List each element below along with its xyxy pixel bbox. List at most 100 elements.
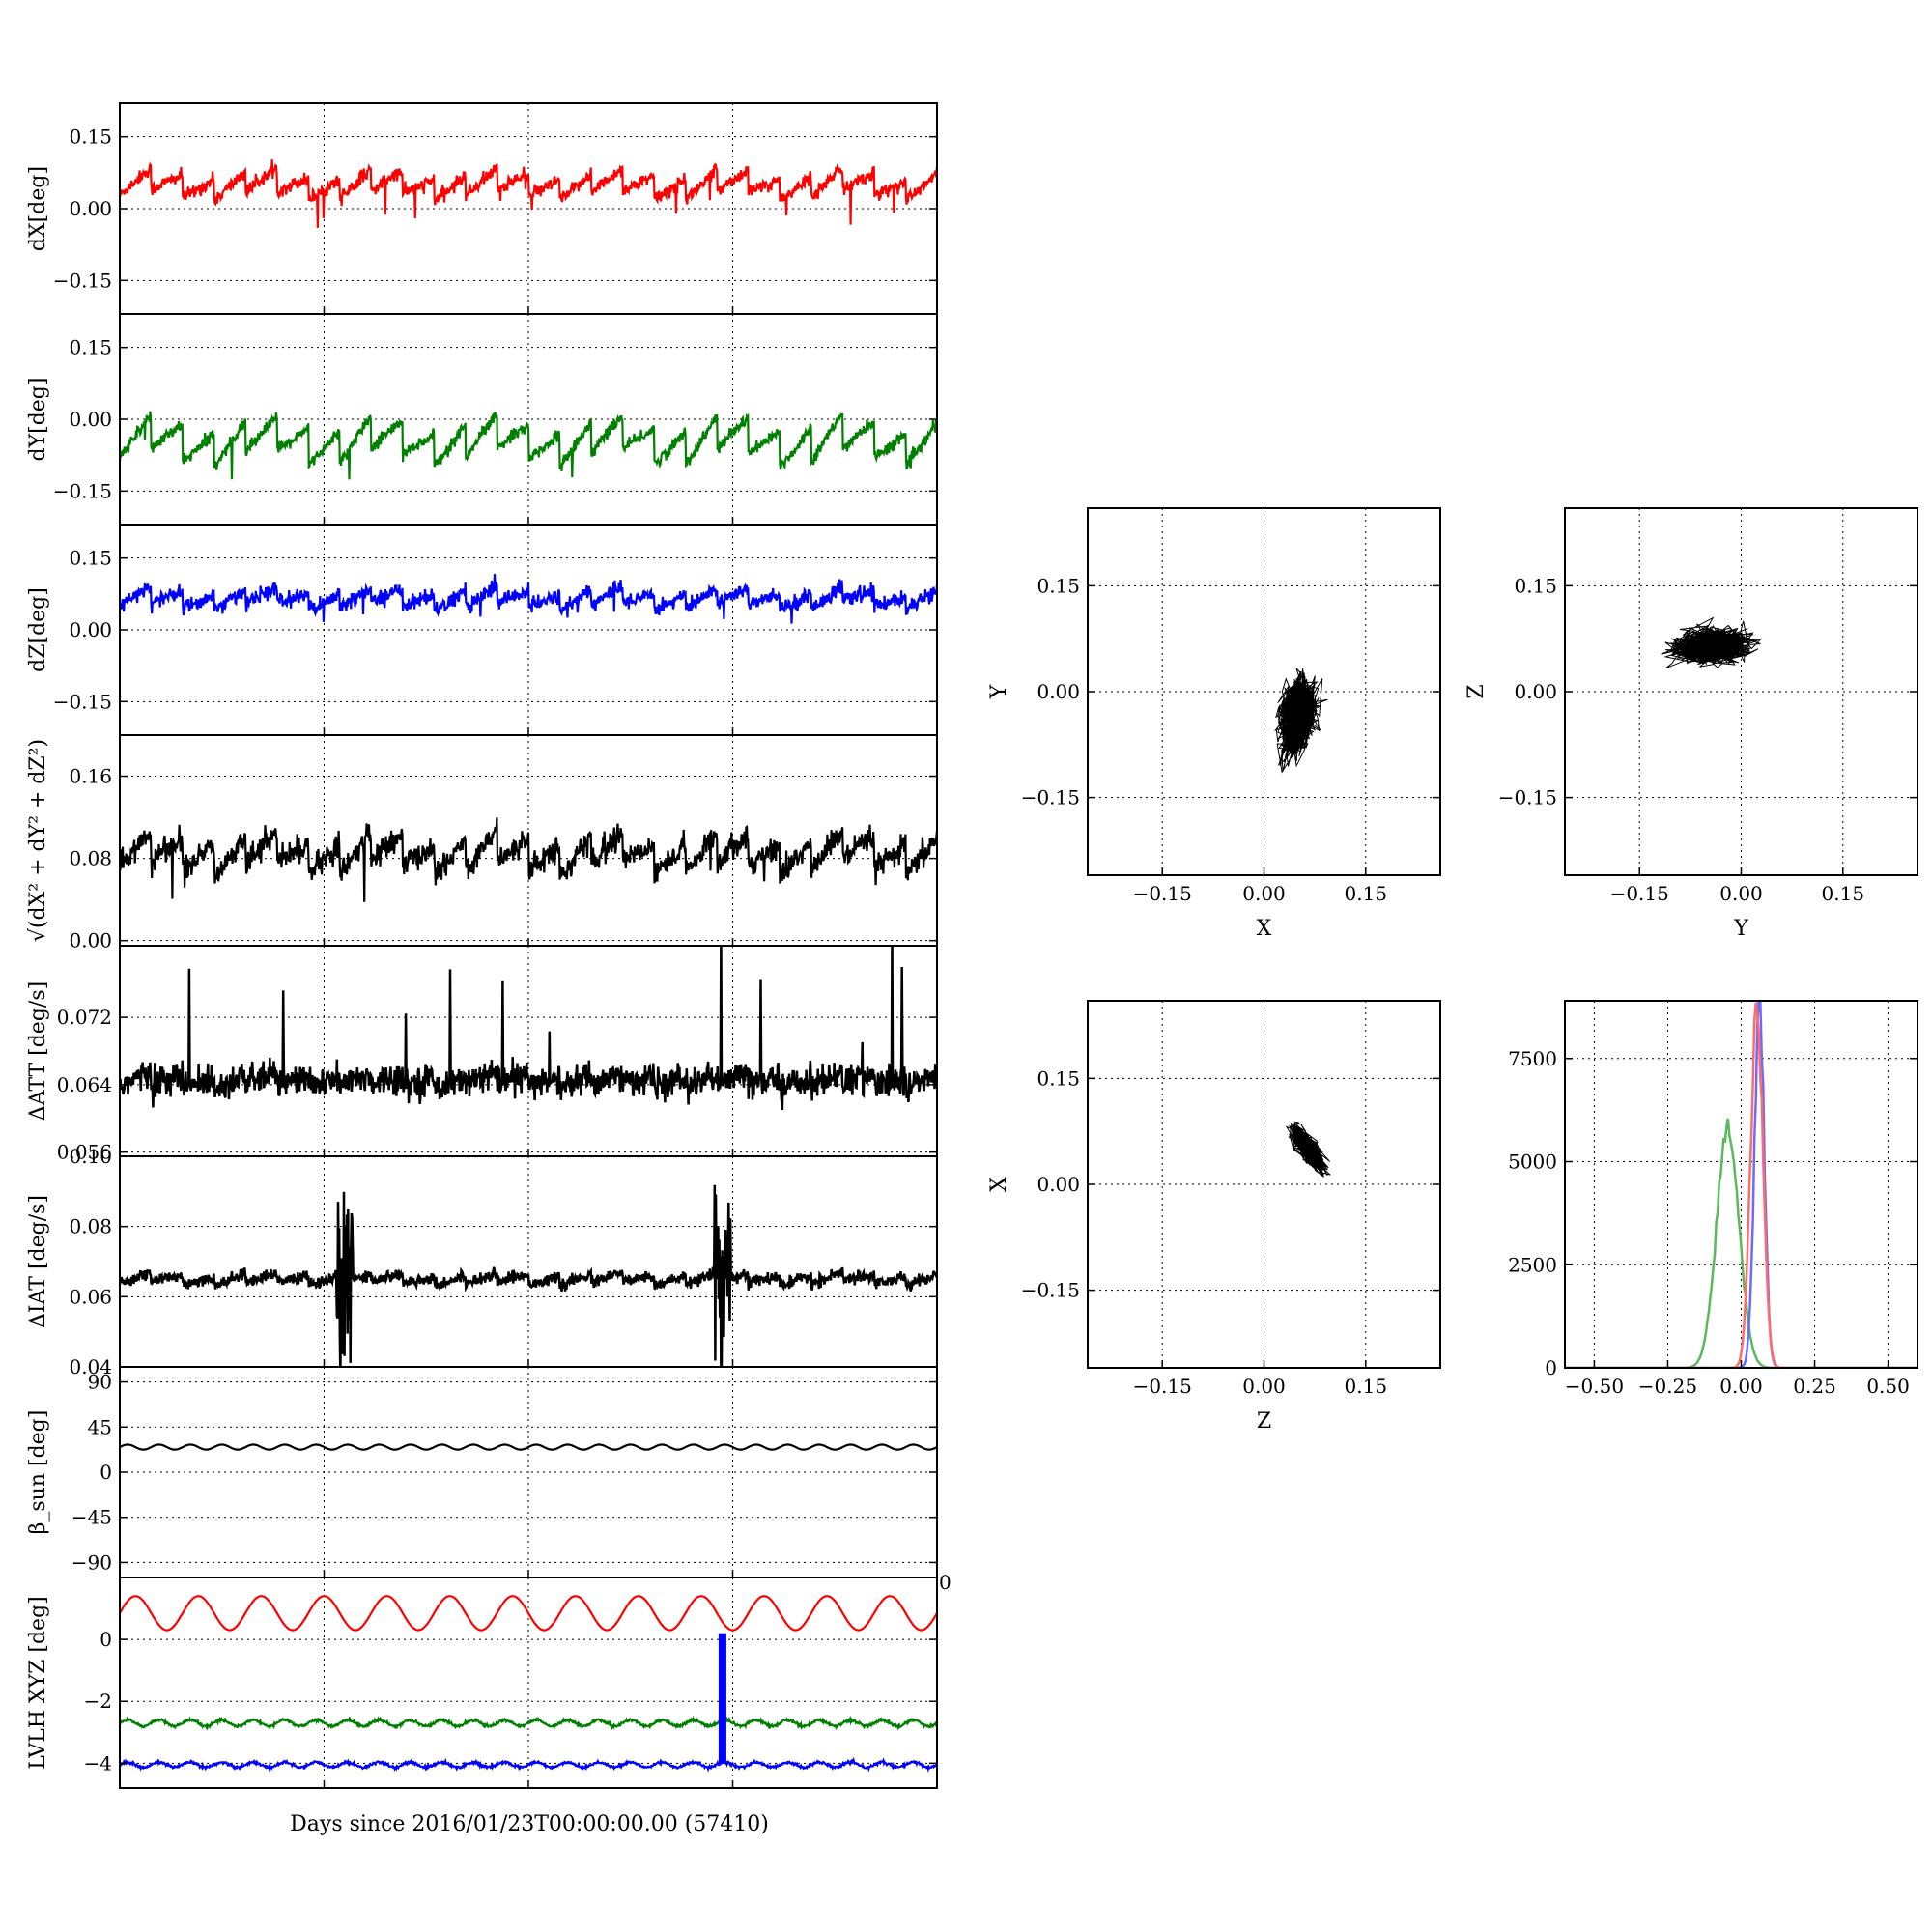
- ytick-label: 0.08: [69, 1215, 112, 1238]
- ylabel-scatter-xy: Y: [987, 684, 1011, 699]
- ytick-label: −0.15: [1021, 1279, 1080, 1302]
- scatter-trace-scatter-zx: [1285, 1121, 1331, 1178]
- series-line-mag-0: [120, 817, 937, 902]
- hist-series-0: [1565, 1118, 1918, 1368]
- ytick-label: 0: [1545, 1356, 1557, 1379]
- ytick-label: −0.15: [1498, 786, 1557, 810]
- ylabel-dx: dX[deg]: [26, 166, 50, 251]
- panel-scatter-zx: 0.15 0.00 −0.15 −0.15 0.00 0.15 X Z: [987, 1000, 1441, 1434]
- ylabel-lvlh: LVLH XYZ [deg]: [26, 1596, 50, 1770]
- xtick-label: 0.00: [1242, 1375, 1286, 1398]
- ylabel-scatter-zx: X: [987, 1177, 1011, 1192]
- xtick-label: 0.25: [1793, 1375, 1836, 1398]
- ytick-label: 0.15: [1514, 574, 1557, 597]
- series-line-dx-0: [120, 159, 937, 228]
- ytick-label: 0.10: [69, 1145, 112, 1168]
- xtick-label: 0.15: [1345, 1375, 1388, 1398]
- frame-histogram: [1564, 1000, 1918, 1369]
- xtick-label: −0.25: [1638, 1375, 1697, 1398]
- grid-diat: [119, 1155, 938, 1368]
- ytick-label: 0.064: [57, 1073, 112, 1096]
- grid-dx: [119, 103, 938, 314]
- grid-datt: [119, 946, 938, 1156]
- ytick-label: 0.06: [69, 1285, 112, 1308]
- ylabel-scatter-yz: Z: [1464, 684, 1489, 698]
- ytick-label: 90: [88, 1371, 112, 1394]
- grid-histogram: [1565, 1001, 1918, 1369]
- xtick-label: 0.00: [1719, 1375, 1763, 1398]
- panel-scatter-yz: 0.15 0.00 −0.15 −0.15 0.00 0.15 Z Y: [1464, 507, 1918, 941]
- ylabel-diat: ΔIAT [deg/s]: [26, 1195, 50, 1328]
- ytick-label: −0.15: [1021, 786, 1080, 810]
- edge-tick-label: 0: [939, 1571, 952, 1594]
- ylabel-mag: √(dX² + dY² + dZ²): [26, 739, 50, 942]
- ytick-label: 0.00: [69, 197, 112, 220]
- marks-scatter-yz: [1661, 616, 1763, 669]
- marker-bar: [718, 1633, 726, 1764]
- grid-beta: [119, 1367, 938, 1577]
- ytick-label: 5000: [1508, 1151, 1557, 1174]
- ytick-label: −90: [71, 1550, 112, 1574]
- ytick-label: 0.00: [69, 929, 112, 952]
- marks-dz: [120, 574, 937, 624]
- panels: 0.150.00−0.15dX[deg]0.150.00−0.15dY[deg]…: [26, 102, 1918, 1789]
- panel-scatter-xy: 0.15 0.00 −0.15 −0.15 0.00 0.15 Y X: [987, 507, 1441, 941]
- ytick-label: −0.15: [53, 269, 112, 292]
- grid-dy: [119, 314, 938, 525]
- xtick-label: 0.00: [1719, 882, 1763, 905]
- grid-scatter-xy: [1088, 508, 1440, 875]
- ylabel-datt: ΔATT [deg/s]: [26, 981, 50, 1121]
- ytick-label: 0: [99, 1461, 112, 1484]
- panel-lvlh: 0 −2 −4 0 LVLH XYZ [deg]: [26, 1571, 952, 1789]
- panel-datt: 0.072 0.064 0.056 ΔATT [deg/s]: [26, 945, 938, 1164]
- ytick-label: 45: [88, 1415, 112, 1438]
- ytick-label: 0.08: [69, 847, 112, 870]
- marks-scatter-xy: [1274, 668, 1328, 774]
- ytick-label: −0.15: [53, 690, 112, 713]
- ytick-label: −2: [84, 1690, 112, 1713]
- panel-beta: 90 45 0 −45 −90 β_sun [deg]: [26, 1366, 938, 1578]
- series-line-dy-0: [120, 411, 937, 480]
- grid-dz: [119, 525, 938, 735]
- ytick-label: −4: [84, 1751, 112, 1775]
- xtick-label: −0.50: [1565, 1375, 1624, 1398]
- ytick-label: 0.00: [69, 618, 112, 641]
- ytick-label: 0.072: [57, 1006, 112, 1029]
- xtick-label: 0.15: [1822, 882, 1865, 905]
- ytick-label: 0.00: [1037, 1173, 1080, 1196]
- ytick-label: 0: [99, 1628, 112, 1651]
- ytick-label: −0.15: [53, 479, 112, 502]
- scatter-trace-scatter-xy: [1274, 668, 1328, 774]
- marks-dy: [120, 411, 937, 480]
- ytick-label: 0.16: [69, 765, 112, 788]
- marks-diat: [120, 1184, 937, 1367]
- grid-scatter-yz: [1565, 508, 1918, 875]
- marks-lvlh: [120, 1595, 937, 1774]
- xtick-label: 0.50: [1866, 1375, 1910, 1398]
- marks-dx: [120, 159, 937, 228]
- ytick-label: 0.15: [69, 547, 112, 570]
- ytick-label: 0.056: [57, 1141, 112, 1164]
- panel-mag: 0.16 0.08 0.00 √(dX² + dY² + dZ²): [26, 734, 938, 952]
- panel-diat: 0.10 0.08 0.06 0.04 ΔIAT [deg/s]: [26, 1145, 938, 1378]
- xlabel-scatter-yz: Y: [1733, 917, 1748, 941]
- ytick-label: 0.00: [69, 408, 112, 431]
- ytick-label: 0.00: [1514, 680, 1557, 703]
- marks-scatter-zx: [1285, 1121, 1331, 1178]
- marks-datt: [120, 946, 937, 1111]
- ytick-label: 0.15: [1037, 574, 1080, 597]
- ylabel-dy: dY[deg]: [26, 378, 50, 462]
- xtick-label: 0.00: [1242, 882, 1286, 905]
- series-line-diat-0: [120, 1184, 937, 1367]
- ytick-label: −45: [71, 1506, 112, 1529]
- xlabel-scatter-zx: Z: [1257, 1409, 1271, 1434]
- series-line-beta-0: [120, 1443, 937, 1451]
- marks-beta: [120, 1443, 937, 1451]
- ylabel-dz: dZ[deg]: [26, 587, 50, 672]
- xtick-label: −0.15: [1610, 882, 1669, 905]
- ytick-label: 0.15: [69, 126, 112, 149]
